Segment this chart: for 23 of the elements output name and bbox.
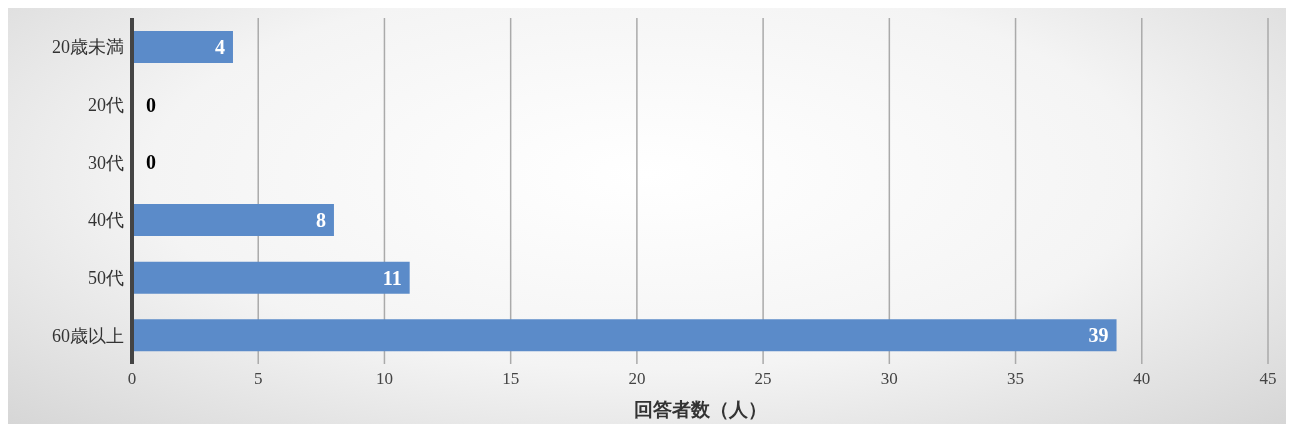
x-tick-label: 25 bbox=[754, 369, 772, 389]
x-axis-title: 回答者数（人） bbox=[633, 398, 767, 420]
x-tick-label: 40 bbox=[1133, 369, 1151, 389]
x-tick-label: 5 bbox=[253, 369, 263, 389]
x-tick-label: 45 bbox=[1259, 369, 1277, 389]
x-tick-label: 0 bbox=[127, 369, 137, 389]
y-tick-label: 60歳以上 bbox=[52, 325, 124, 346]
data-label: 4 bbox=[214, 36, 225, 58]
x-tick-label: 20 bbox=[628, 369, 646, 389]
y-tick-label: 20代 bbox=[88, 94, 124, 115]
data-label: 0 bbox=[146, 93, 157, 116]
x-tick-label: 10 bbox=[375, 369, 393, 389]
x-tick-label: 15 bbox=[502, 369, 520, 389]
data-label: 11 bbox=[382, 266, 402, 289]
x-tick-label: 35 bbox=[1007, 369, 1025, 389]
data-label: 8 bbox=[315, 209, 326, 231]
data-label: 39 bbox=[1088, 324, 1109, 347]
x-tick-label: 30 bbox=[880, 369, 898, 389]
y-tick-label: 50代 bbox=[88, 267, 124, 288]
y-tick-label: 20歳未満 bbox=[52, 37, 124, 58]
y-tick-label: 40代 bbox=[88, 210, 124, 231]
y-tick-label: 30代 bbox=[88, 152, 124, 173]
data-label: 0 bbox=[146, 151, 157, 174]
